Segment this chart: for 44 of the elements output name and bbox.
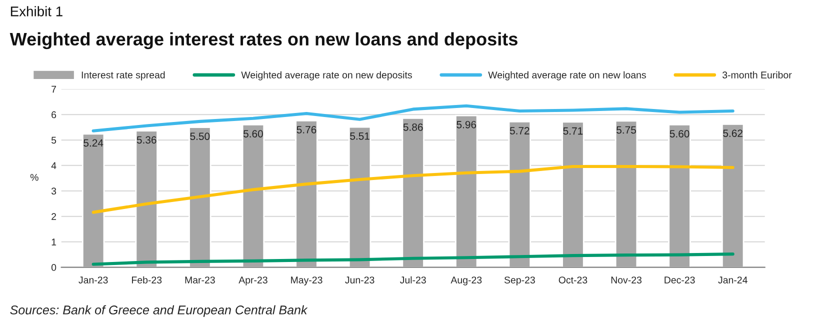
y-tick-label: 0 xyxy=(51,264,56,271)
x-tick-label: May-23 xyxy=(291,276,322,286)
y-tick-label: 2 xyxy=(52,213,56,220)
x-tick-label: Oct-23 xyxy=(558,276,588,284)
data-label: 5.51 xyxy=(350,132,370,140)
y-tick-label: 4 xyxy=(51,162,56,169)
x-tick-label: Jun-23 xyxy=(345,276,374,284)
y-tick-label: 6 xyxy=(52,111,56,118)
chart-subtitle: Exhibit 1 xyxy=(10,6,62,16)
y-tick-label: 7 xyxy=(52,86,56,93)
line-series xyxy=(92,252,734,266)
data-label: 5.76 xyxy=(296,126,316,134)
y-tick-label: 3 xyxy=(51,188,56,195)
data-label: 5.60 xyxy=(243,130,263,138)
legend-label: Interest rate spread xyxy=(82,71,165,80)
line-series xyxy=(92,164,734,214)
source-note: Sources: Bank of Greece and European Central Bank xyxy=(10,305,308,317)
x-tick-label: Jul-23 xyxy=(400,276,426,284)
data-label: 5.86 xyxy=(403,123,423,131)
data-label: 5.62 xyxy=(723,130,742,137)
x-tick-label: Sep-23 xyxy=(504,276,535,286)
data-label: 5.50 xyxy=(190,132,210,140)
x-tick-label: Nov-23 xyxy=(611,276,642,284)
data-label: 5.71 xyxy=(563,127,583,135)
x-tick-label: Feb-23 xyxy=(132,276,162,284)
x-tick-label: Mar-23 xyxy=(185,276,215,284)
data-label: 5.75 xyxy=(616,126,636,134)
x-tick-label: Dec-23 xyxy=(664,276,695,284)
x-tick-label: Jan-23 xyxy=(78,276,108,284)
x-tick-label: Jan-24 xyxy=(718,276,748,284)
y-tick-label: 1 xyxy=(52,238,56,246)
data-label: 5.72 xyxy=(510,127,530,134)
data-label: 5.60 xyxy=(670,130,690,138)
chart-title: Weighted average interest rates on new loans and deposits xyxy=(10,32,518,50)
x-tick-label: Aug-23 xyxy=(450,276,482,286)
y-tick-label: 5 xyxy=(51,136,56,144)
data-label: 5.96 xyxy=(456,120,476,128)
legend-label: Weighted average rate on new deposits xyxy=(241,71,412,80)
data-label: 5.36 xyxy=(136,136,156,144)
legend-label: Weighted average rate on new loans xyxy=(488,71,646,80)
legend-label: 3-month Euribor xyxy=(722,71,792,78)
x-tick-label: Apr-23 xyxy=(238,276,268,286)
data-label: 5.24 xyxy=(84,139,104,147)
y-axis-title: % xyxy=(30,174,38,181)
